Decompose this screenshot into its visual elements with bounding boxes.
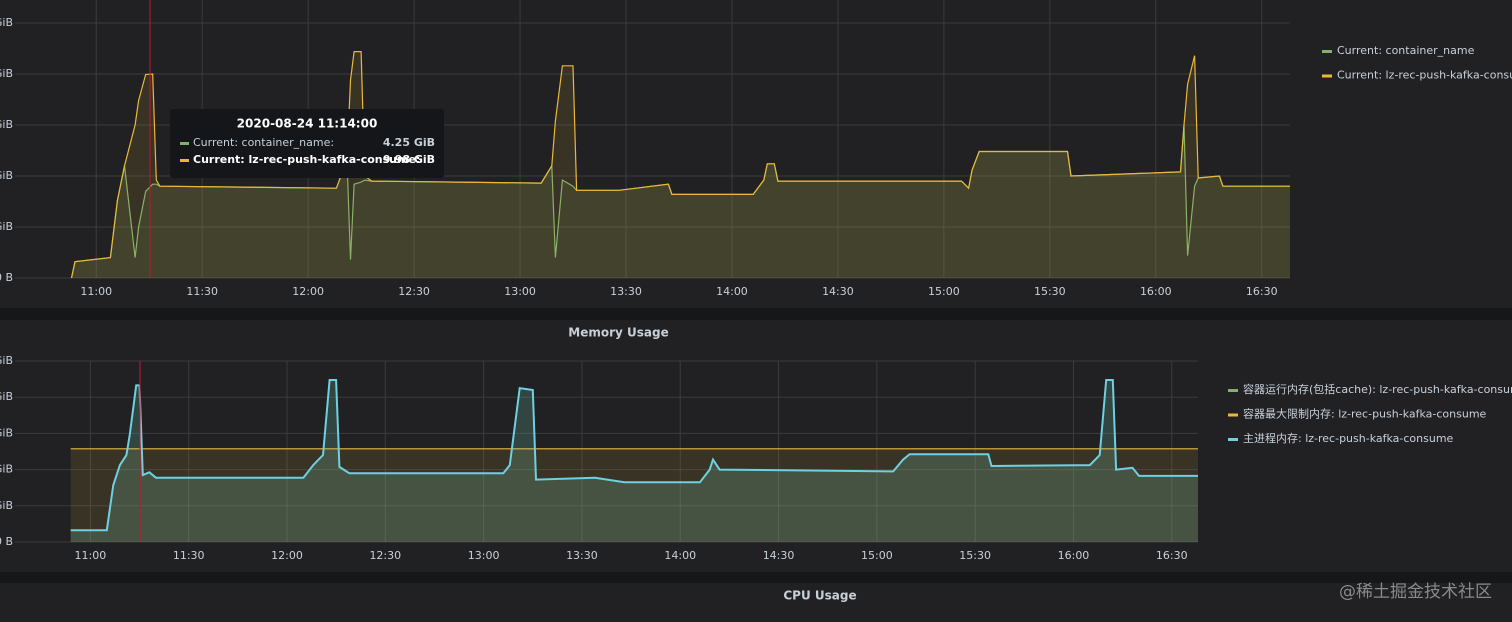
x-tick-label: 16:00 bbox=[1140, 285, 1172, 298]
legend-swatch bbox=[1322, 74, 1332, 78]
tooltip-swatch bbox=[180, 159, 189, 162]
tooltip-label: Current: container_name: bbox=[193, 136, 334, 149]
x-tick-label: 13:00 bbox=[468, 549, 500, 562]
x-tick-label: 12:00 bbox=[292, 285, 324, 298]
area-fill bbox=[70, 380, 1199, 542]
x-tick-label: 12:30 bbox=[398, 285, 430, 298]
y-tick-label: 8 GiB bbox=[0, 463, 13, 476]
y-tick-label: 0 B bbox=[0, 271, 13, 284]
charts: 0 B 2.5 GiB 5 GiB 7.5 GiB 10 GiB 12.5 GiB 11:0… bbox=[0, 0, 1512, 562]
x-tick-label: 16:00 bbox=[1058, 549, 1090, 562]
area-fill bbox=[71, 51, 1290, 278]
legend-swatch bbox=[1228, 438, 1238, 441]
x-tick-label: 12:30 bbox=[369, 549, 401, 562]
legend-label: Current: lz-rec-push-kafka-consume bbox=[1337, 69, 1512, 82]
legend-label: 容器运行内存(包括cache): lz-rec-push-kafka-consu… bbox=[1243, 382, 1512, 396]
tooltip-swatch bbox=[180, 142, 189, 145]
legend-label: 容器最大限制内存: lz-rec-push-kafka-consume bbox=[1243, 407, 1487, 421]
y-tick-label: 16 GiB bbox=[0, 390, 13, 403]
y-tick-label: 10 GiB bbox=[0, 67, 13, 80]
x-tick-label: 13:30 bbox=[566, 549, 598, 562]
x-tick-label: 15:00 bbox=[928, 285, 960, 298]
x-tick-label: 14:00 bbox=[664, 549, 696, 562]
series-line bbox=[70, 51, 1290, 279]
x-tick-label: 12:00 bbox=[271, 549, 303, 562]
y-tick-label: 5 GiB bbox=[0, 169, 13, 182]
tooltip-time: 2020-08-24 11:14:00 bbox=[237, 117, 378, 131]
y-tick-label: 7.5 GiB bbox=[0, 118, 13, 131]
x-tick-label: 15:30 bbox=[959, 549, 991, 562]
y-tick-label: 12.5 GiB bbox=[0, 16, 13, 29]
series-line bbox=[70, 379, 1198, 532]
legend-label: Current: container_name bbox=[1337, 44, 1475, 57]
x-tick-label: 11:00 bbox=[80, 285, 112, 298]
x-tick-label: 16:30 bbox=[1246, 285, 1278, 298]
x-tick-label: 13:00 bbox=[504, 285, 536, 298]
legend-swatch bbox=[1228, 389, 1238, 392]
tooltip-label: Current: lz-rec-push-kafka-consume: bbox=[193, 153, 420, 166]
legend-swatch bbox=[1228, 413, 1238, 417]
x-tick-label: 15:30 bbox=[1034, 285, 1066, 298]
chart-title: Memory Usage bbox=[568, 326, 668, 340]
x-tick-label: 14:30 bbox=[763, 549, 795, 562]
y-tick-label: 20 GiB bbox=[0, 354, 13, 367]
x-tick-label: 13:30 bbox=[610, 285, 642, 298]
x-tick-label: 16:30 bbox=[1156, 549, 1188, 562]
tooltip-box bbox=[170, 109, 444, 178]
panel bbox=[0, 583, 1512, 622]
x-tick-label: 11:30 bbox=[186, 285, 218, 298]
x-tick-label: 15:00 bbox=[861, 549, 893, 562]
y-tick-label: 4 GiB bbox=[0, 499, 13, 512]
y-tick-label: 12 GiB bbox=[0, 426, 13, 439]
x-tick-label: 11:30 bbox=[173, 549, 205, 562]
legend-label: 主进程内存: lz-rec-push-kafka-consume bbox=[1243, 431, 1454, 445]
panel bbox=[0, 320, 1512, 572]
x-tick-label: 14:00 bbox=[716, 285, 748, 298]
area-fill bbox=[71, 125, 1290, 278]
area-fill bbox=[70, 380, 1199, 542]
legend-swatch bbox=[1322, 50, 1332, 53]
tooltip-value: 9.98 GiB bbox=[383, 153, 435, 166]
y-tick-label: 2.5 GiB bbox=[0, 220, 13, 233]
watermark: @稀土掘金技术社区 bbox=[1339, 582, 1492, 602]
tooltip-value: 4.25 GiB bbox=[383, 136, 435, 149]
tooltip: 2020-08-24 11:14:00 Current: container_n… bbox=[170, 109, 444, 178]
x-tick-label: 14:30 bbox=[822, 285, 854, 298]
area-fill bbox=[70, 448, 1199, 542]
x-tick-label: 11:00 bbox=[75, 549, 107, 562]
y-tick-label: 0 B bbox=[0, 535, 13, 548]
panel-title: CPU Usage bbox=[783, 589, 856, 603]
